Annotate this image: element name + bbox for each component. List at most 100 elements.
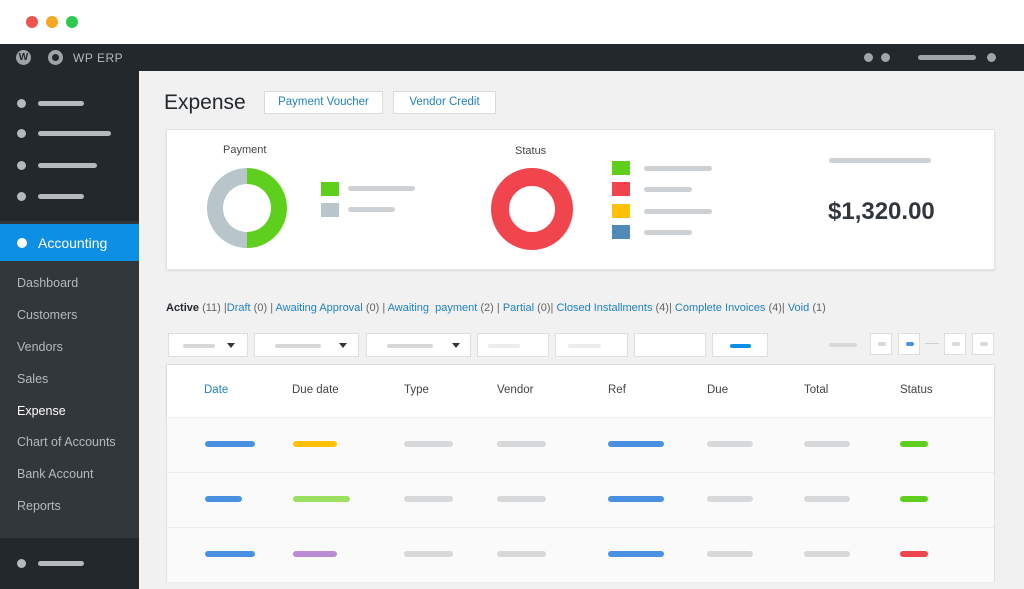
admin-bar-dot-icon[interactable] [881, 53, 890, 62]
date-cell-placeholder[interactable] [205, 496, 242, 502]
submenu-bank-account[interactable]: Bank Account [17, 467, 94, 481]
summary-card: Payment Status $1,320.00 [166, 129, 995, 270]
menu-dot-icon [17, 161, 26, 170]
menu-dot-icon [17, 129, 26, 138]
column-vendor[interactable]: Vendor [497, 384, 534, 396]
column-status[interactable]: Status [900, 384, 933, 396]
vendor-cell-placeholder [497, 551, 546, 557]
menu-item-placeholder[interactable] [38, 163, 97, 168]
pagination-last-button[interactable] [972, 333, 994, 355]
column-due[interactable]: Due [707, 384, 729, 396]
menu-item-placeholder[interactable] [38, 101, 84, 106]
table-row[interactable] [167, 528, 994, 583]
filter-active[interactable]: Active [166, 302, 200, 314]
filter-count: (4) [655, 302, 669, 314]
payment-legend-swatch-gray [321, 203, 339, 217]
pagination-current-page[interactable] [898, 333, 920, 355]
filter-input[interactable] [555, 333, 628, 357]
status-filter-links: Active (11) | Draft (0) | Awaiting Approv… [166, 302, 826, 314]
filter-select-placeholder [183, 344, 215, 348]
payment-donut-chart [207, 168, 287, 248]
filter-count: (1) [812, 302, 826, 314]
sidebar-item-accounting[interactable]: Accounting [0, 224, 139, 261]
wordpress-icon[interactable]: W [16, 50, 31, 65]
filter-separator: | [496, 302, 500, 314]
filter-select[interactable] [254, 333, 359, 357]
filter-count: (4) [768, 302, 782, 314]
pagination-icon [906, 342, 914, 346]
submenu-dashboard[interactable]: Dashboard [17, 276, 79, 290]
admin-bar-avatar-icon[interactable] [987, 53, 996, 62]
due-cell-placeholder [707, 441, 753, 447]
admin-bar-user-placeholder[interactable] [918, 55, 976, 60]
filter-draft[interactable]: Draft [226, 302, 251, 314]
filter-button[interactable] [712, 333, 768, 357]
vendor-cell-placeholder [497, 441, 546, 447]
column-ref[interactable]: Ref [608, 384, 626, 396]
filter-count: (11) [202, 302, 221, 314]
menu-item-placeholder[interactable] [38, 561, 84, 566]
maximize-window-button[interactable] [66, 16, 78, 28]
ref-cell-placeholder[interactable] [608, 551, 664, 557]
ref-cell-placeholder[interactable] [608, 496, 664, 502]
column-date[interactable]: Date [204, 384, 229, 396]
site-brand[interactable]: WP ERP [73, 51, 124, 65]
submenu-expense[interactable]: Expense [17, 404, 66, 418]
status-cell-badge [900, 441, 928, 447]
submenu-customers[interactable]: Customers [17, 308, 78, 322]
vendor-credit-button[interactable]: Vendor Credit [393, 91, 496, 114]
payment-slice-paid [247, 168, 287, 248]
payment-voucher-button[interactable]: Payment Voucher [264, 91, 383, 114]
due-cell-placeholder [707, 551, 753, 557]
admin-bar-dot-icon[interactable] [864, 53, 873, 62]
menu-dot-icon [17, 99, 26, 108]
status-legend-swatch-green [612, 161, 630, 175]
filter-awaiting-approval[interactable]: Awaiting Approval [275, 302, 363, 314]
status-legend-label-placeholder [644, 230, 692, 235]
pagination-icon [878, 342, 886, 346]
menu-item-placeholder[interactable] [38, 194, 84, 199]
filter-count: (0) [537, 302, 551, 314]
pagination-first-button[interactable] [870, 333, 892, 355]
filter-closed-installments[interactable]: Closed Installments [556, 302, 653, 314]
chevron-down-icon [227, 343, 235, 348]
filter-awaiting-payment[interactable]: Awaiting payment [387, 302, 478, 314]
submenu-reports[interactable]: Reports [17, 499, 61, 513]
status-slice [491, 168, 573, 250]
sidebar: Accounting Dashboard Customers Vendors S… [0, 71, 139, 589]
vendor-cell-placeholder [497, 496, 546, 502]
filter-void[interactable]: Void [787, 302, 810, 314]
close-window-button[interactable] [26, 16, 38, 28]
filter-complete-invoices[interactable]: Complete Invoices [674, 302, 766, 314]
filter-select[interactable] [168, 333, 248, 357]
column-total[interactable]: Total [804, 384, 829, 396]
submenu-chart-of-accounts[interactable]: Chart of Accounts [17, 435, 116, 449]
pagination-next-button[interactable] [944, 333, 966, 355]
minimize-window-button[interactable] [46, 16, 58, 28]
ref-cell-placeholder[interactable] [608, 441, 664, 447]
menu-dot-icon [17, 192, 26, 201]
filter-input-placeholder [488, 344, 520, 348]
type-cell-placeholder [404, 551, 453, 557]
date-cell-placeholder[interactable] [205, 551, 255, 557]
expense-table: Date Due date Type Vendor Ref Due Total … [166, 364, 995, 583]
filter-separator: | [270, 302, 274, 314]
accounting-dot-icon [17, 238, 27, 248]
column-due-date[interactable]: Due date [292, 384, 339, 396]
table-row[interactable] [167, 418, 994, 473]
erp-logo-icon[interactable] [48, 50, 63, 65]
submenu-sales[interactable]: Sales [17, 372, 49, 386]
table-row[interactable] [167, 473, 994, 528]
column-type[interactable]: Type [404, 384, 429, 396]
filter-select[interactable] [366, 333, 471, 357]
filter-input-placeholder [568, 344, 601, 348]
status-legend-label-placeholder [644, 187, 692, 192]
menu-item-placeholder[interactable] [38, 131, 111, 136]
filter-input[interactable] [634, 333, 706, 357]
date-cell-placeholder[interactable] [205, 441, 255, 447]
filter-count: (2) [480, 302, 494, 314]
filter-partial[interactable]: Partial [502, 302, 535, 314]
filter-input[interactable] [477, 333, 549, 357]
window-titlebar [0, 0, 1024, 44]
submenu-vendors[interactable]: Vendors [17, 340, 63, 354]
